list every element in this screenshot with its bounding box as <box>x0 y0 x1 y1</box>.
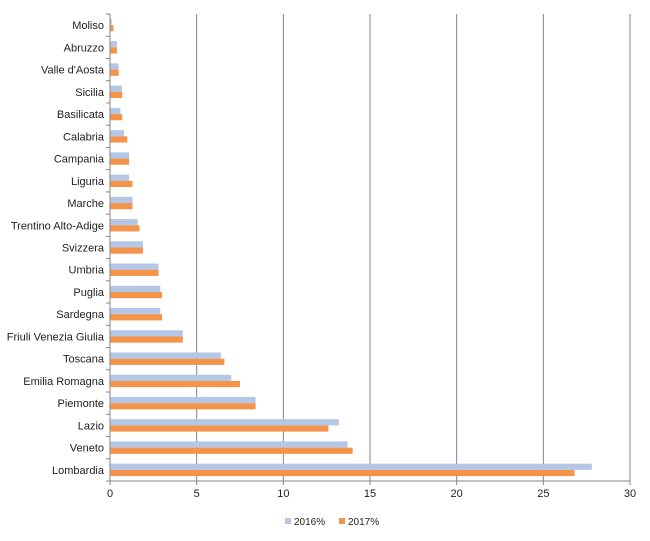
category-label: Abruzzo <box>64 42 104 54</box>
x-tick-label: 0 <box>107 488 113 500</box>
category-label: Marche <box>67 198 104 210</box>
category-label: Valle d'Aosta <box>41 65 105 77</box>
bar-2017 <box>110 114 123 121</box>
legend-swatch <box>339 518 345 524</box>
category-label: Basilicata <box>57 109 105 121</box>
bar-2017 <box>110 136 128 143</box>
legend-label: 2017% <box>348 517 379 528</box>
category-label: Piemonte <box>58 398 104 410</box>
x-tick-label: 25 <box>537 488 549 500</box>
bar-2016 <box>110 152 130 159</box>
category-label: Toscana <box>63 354 105 366</box>
bar-2016 <box>110 219 138 226</box>
bar-2016 <box>110 441 348 448</box>
category-label: Emilia Romagna <box>23 376 105 388</box>
bar-2017 <box>110 380 240 388</box>
category-label: Veneto <box>70 443 104 455</box>
category-label: Calabria <box>63 131 105 143</box>
bar-2016 <box>110 263 159 270</box>
bar-2016 <box>110 396 256 404</box>
bar-2017 <box>110 91 123 99</box>
bar-2016 <box>110 308 161 315</box>
bar-2017 <box>110 203 133 210</box>
gridlines <box>196 14 631 481</box>
bar-2017 <box>110 469 575 477</box>
bar-2016 <box>110 463 592 470</box>
legend: 2016% 2017% <box>285 517 379 528</box>
category-label: Umbria <box>69 265 105 277</box>
bar-2016 <box>110 107 121 115</box>
category-label: Svizzera <box>62 243 105 255</box>
bar-2017 <box>110 247 143 254</box>
bar-2016 <box>110 241 143 248</box>
bar-2017 <box>110 25 114 32</box>
bar-2016 <box>110 196 133 204</box>
axes <box>106 13 631 485</box>
bar-2017 <box>110 358 225 365</box>
bar-2017 <box>110 403 256 410</box>
bar-2017 <box>110 69 119 76</box>
bar-2016 <box>110 130 124 137</box>
bar-2016 <box>110 330 183 337</box>
bar-2017 <box>110 314 162 321</box>
x-tick-label: 5 <box>194 488 200 500</box>
category-label: Sicilia <box>75 87 105 99</box>
bar-2017 <box>110 336 183 343</box>
bar-2016 <box>110 41 117 48</box>
category-label: Friuli Venezia Giulia <box>7 331 105 343</box>
x-tick-label: 20 <box>451 488 463 500</box>
bar-2017 <box>110 425 329 432</box>
legend-swatch <box>285 518 291 524</box>
bar-2016 <box>110 352 221 359</box>
bar-2017 <box>110 158 130 165</box>
bar-2016 <box>110 419 339 426</box>
bar-2017 <box>110 180 133 187</box>
category-label: Moliso <box>72 20 104 32</box>
x-tick-label: 15 <box>364 488 376 500</box>
bar-2016 <box>110 374 232 381</box>
bar-2017 <box>110 291 162 299</box>
x-tick-label: 30 <box>624 488 636 500</box>
category-label: Lombardia <box>52 465 105 477</box>
category-label: Sardegna <box>56 309 105 321</box>
category-label: Campania <box>54 154 105 166</box>
bars <box>110 18 592 477</box>
bar-2016 <box>110 18 112 26</box>
category-labels: Moliso Abruzzo Valle d'Aosta Sicilia Basilic… <box>7 20 105 477</box>
bar-2016 <box>110 63 119 70</box>
x-tick-labels: 0 5 10 15 20 25 30 <box>107 488 636 500</box>
category-label: Lazio <box>78 420 104 432</box>
bar-2016 <box>110 85 123 92</box>
bar-2017 <box>110 269 159 276</box>
bar-2017 <box>110 225 140 232</box>
category-label: Liguria <box>71 176 105 188</box>
category-label: Puglia <box>73 287 104 299</box>
bar-2017 <box>110 47 117 54</box>
bar-2017 <box>110 447 353 454</box>
legend-label: 2016% <box>294 517 325 528</box>
bar-2016 <box>110 174 130 181</box>
category-label: Trentino Alto-Adige <box>11 220 104 232</box>
x-tick-label: 10 <box>277 488 289 500</box>
bar-2016 <box>110 285 161 292</box>
